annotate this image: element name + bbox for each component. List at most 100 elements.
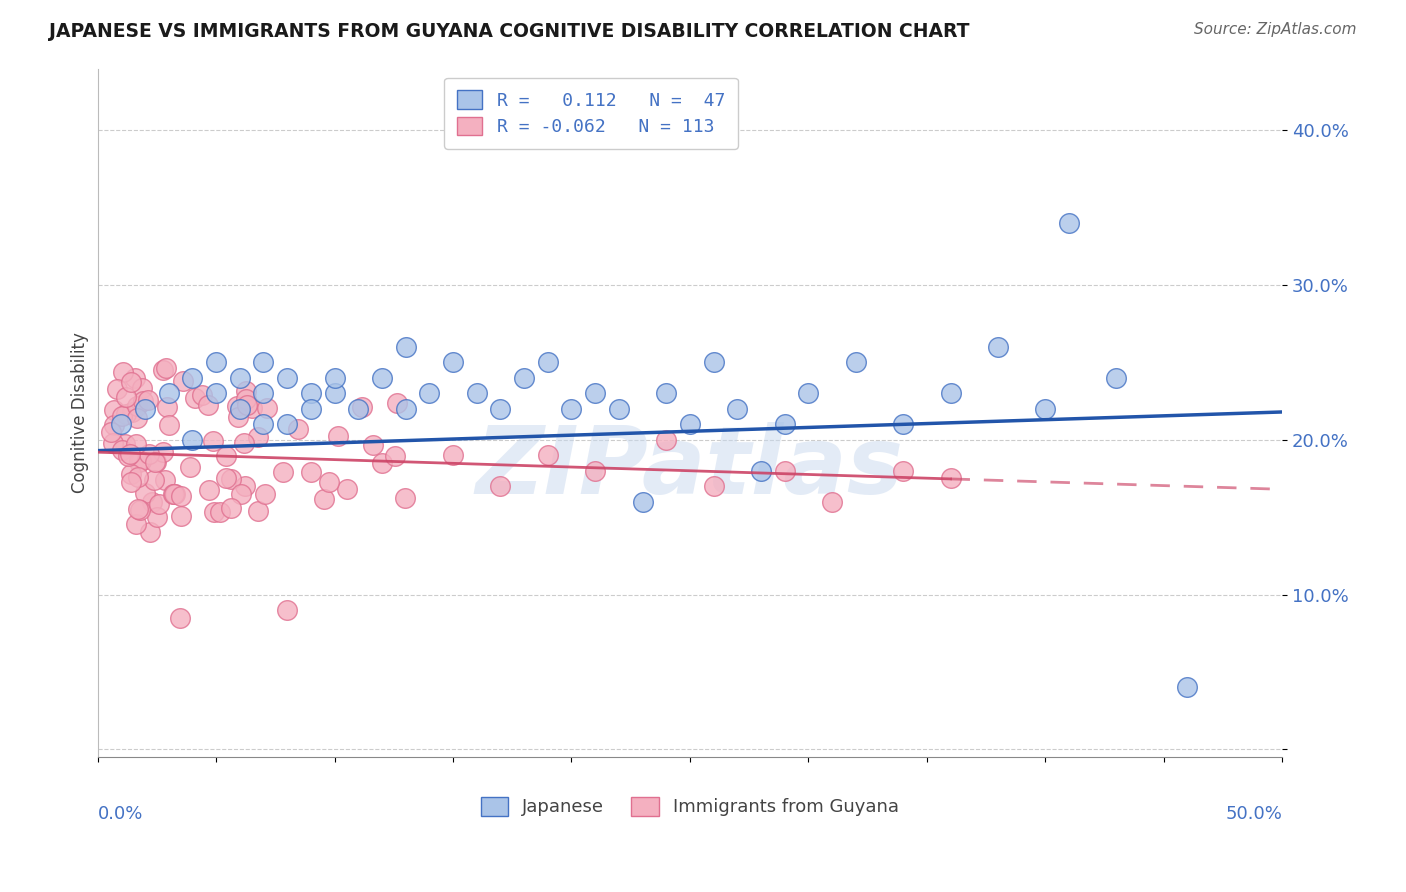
Point — [229, 487, 252, 501]
Point — [208, 505, 231, 519]
Point — [138, 525, 160, 540]
Point — [100, 425, 122, 439]
Point — [184, 391, 207, 405]
Point — [103, 403, 125, 417]
Point — [323, 371, 346, 385]
Point — [134, 485, 156, 500]
Point — [1105, 371, 1128, 385]
Point — [229, 371, 252, 385]
Point — [513, 371, 536, 385]
Point — [157, 417, 180, 432]
Point — [205, 355, 228, 369]
Point — [132, 393, 155, 408]
Point — [114, 436, 136, 450]
Point — [1033, 401, 1056, 416]
Point — [153, 473, 176, 487]
Point — [138, 447, 160, 461]
Point — [655, 433, 678, 447]
Point — [271, 465, 294, 479]
Point — [120, 475, 142, 489]
Point — [131, 454, 153, 468]
Point — [679, 417, 702, 432]
Point — [299, 386, 322, 401]
Point — [156, 400, 179, 414]
Point — [219, 501, 242, 516]
Point — [939, 386, 962, 401]
Point — [117, 450, 139, 464]
Point — [236, 398, 259, 412]
Point — [205, 386, 228, 401]
Point — [170, 508, 193, 523]
Point — [229, 401, 252, 416]
Point — [987, 340, 1010, 354]
Point — [352, 400, 374, 414]
Point — [583, 464, 606, 478]
Point — [202, 506, 225, 520]
Point — [143, 455, 166, 469]
Point — [105, 383, 128, 397]
Point — [146, 510, 169, 524]
Point — [489, 479, 512, 493]
Point — [165, 486, 187, 500]
Point — [276, 371, 298, 385]
Point — [703, 479, 725, 493]
Point — [127, 400, 149, 414]
Point — [821, 494, 844, 508]
Point — [120, 447, 142, 461]
Point — [215, 471, 238, 485]
Point — [235, 392, 257, 407]
Point — [336, 482, 359, 496]
Point — [465, 386, 488, 401]
Point — [127, 502, 149, 516]
Point — [120, 375, 142, 389]
Legend: Japanese, Immigrants from Guyana: Japanese, Immigrants from Guyana — [474, 789, 907, 823]
Point — [121, 467, 143, 482]
Point — [299, 465, 322, 479]
Point — [128, 455, 150, 469]
Point — [631, 494, 654, 508]
Point — [125, 436, 148, 450]
Point — [124, 371, 146, 385]
Point — [214, 449, 236, 463]
Point — [583, 386, 606, 401]
Point — [142, 473, 165, 487]
Point — [276, 603, 298, 617]
Point — [111, 409, 134, 424]
Point — [441, 448, 464, 462]
Point — [181, 433, 204, 447]
Point — [125, 516, 148, 531]
Point — [371, 371, 394, 385]
Point — [121, 405, 143, 419]
Point — [134, 401, 156, 416]
Point — [155, 361, 177, 376]
Point — [256, 401, 278, 415]
Point — [314, 492, 336, 507]
Point — [773, 417, 796, 432]
Point — [725, 401, 748, 416]
Point — [655, 386, 678, 401]
Point — [197, 398, 219, 412]
Point — [162, 486, 184, 500]
Point — [323, 386, 346, 401]
Point — [891, 417, 914, 432]
Point — [145, 455, 167, 469]
Point — [939, 471, 962, 485]
Point — [361, 438, 384, 452]
Point — [233, 436, 256, 450]
Point — [537, 448, 560, 462]
Point — [170, 489, 193, 503]
Point — [131, 381, 153, 395]
Point — [252, 386, 274, 401]
Point — [318, 475, 340, 489]
Point — [394, 401, 416, 416]
Point — [169, 611, 191, 625]
Point — [276, 417, 298, 432]
Point — [560, 401, 582, 416]
Point — [191, 388, 214, 402]
Point — [148, 498, 170, 512]
Point — [157, 386, 180, 401]
Point — [384, 450, 406, 464]
Point — [172, 375, 194, 389]
Y-axis label: Cognitive Disability: Cognitive Disability — [72, 333, 89, 493]
Point — [891, 464, 914, 478]
